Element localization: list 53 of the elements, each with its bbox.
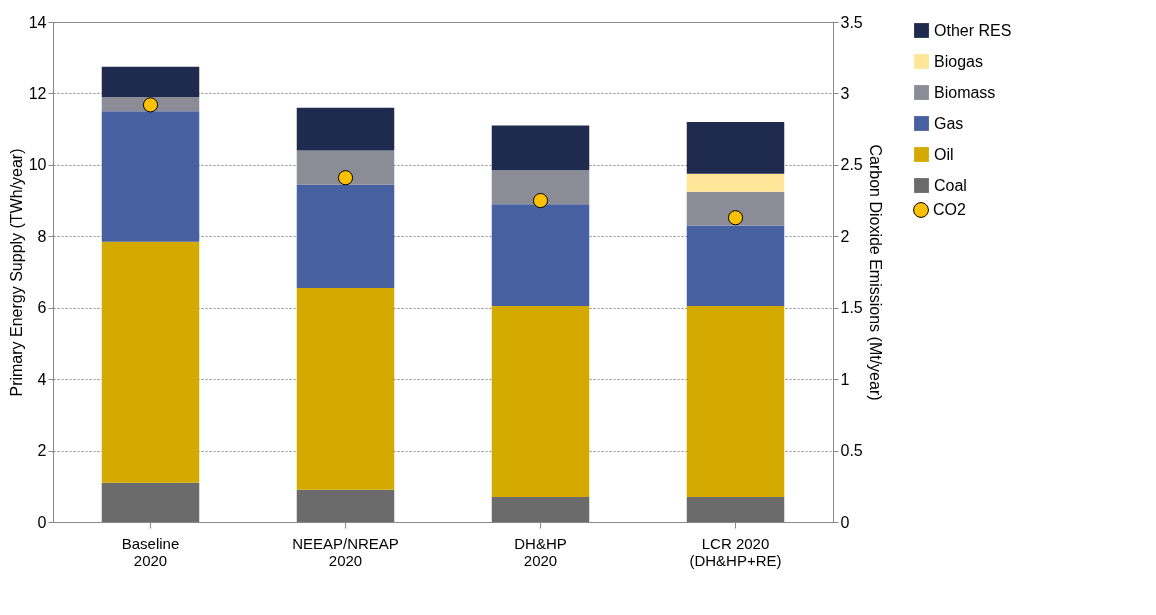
x-tick-label: LCR 2020 (DH&HP+RE): [689, 534, 782, 569]
bar: [686, 122, 785, 174]
bar: [686, 305, 785, 497]
x-tick-label: NEEAP/NREAP 2020: [292, 534, 399, 569]
bar: [296, 288, 395, 490]
bar: [686, 497, 785, 522]
x-tick-label: Baseline 2020: [121, 534, 180, 569]
bar: [101, 66, 200, 97]
bar: [296, 489, 395, 522]
point: [532, 193, 549, 209]
y2-axis-title: Carbon Dioxide Emissions (Mt/year): [866, 144, 884, 401]
bar: [686, 191, 785, 226]
y2-tick-label: 3.5: [840, 13, 863, 31]
bar: [296, 150, 395, 185]
legend-label: Biogas: [934, 52, 983, 70]
y-tick-label: 10: [28, 156, 47, 174]
y2-tick-label: 0: [840, 513, 850, 531]
legend-label: Oil: [934, 145, 954, 163]
bar: [686, 225, 785, 306]
y-tick-label: 14: [28, 13, 47, 31]
x-tick-label: DH&HP 2020: [514, 534, 567, 569]
y-tick-label: 8: [37, 227, 47, 245]
legend-label: Other RES: [934, 21, 1012, 39]
y2-tick-label: 1: [840, 370, 850, 388]
bar: [101, 241, 200, 483]
y-axis-title: Primary Energy Supply (TWh/year): [7, 148, 25, 397]
y-tick-label: 4: [37, 370, 47, 388]
y2-tick-label: 2.5: [840, 156, 863, 174]
y2-tick-label: 3: [840, 84, 850, 102]
y2-tick-label: 0.5: [840, 442, 863, 460]
bar: [101, 111, 200, 242]
y2-tick-label: 1.5: [840, 299, 863, 317]
bar: [101, 482, 200, 522]
y-tick-label: 12: [28, 84, 47, 102]
bar: [491, 204, 590, 306]
legend-label: CO2: [933, 201, 966, 218]
point: [337, 170, 354, 186]
bar: [296, 184, 395, 289]
bar: [296, 107, 395, 151]
bar: [491, 305, 590, 497]
legend-label: Coal: [934, 176, 967, 194]
bar: [491, 170, 590, 205]
y-tick-label: 6: [37, 299, 47, 317]
legend-label: Biomass: [934, 83, 996, 101]
bar: [491, 125, 590, 171]
y-tick-label: 2: [37, 442, 47, 460]
y2-tick-label: 2: [840, 227, 850, 245]
legend-label: Gas: [934, 114, 964, 132]
bar: [491, 497, 590, 522]
y-tick-label: 0: [37, 513, 47, 531]
point: [727, 210, 744, 226]
bar: [686, 173, 785, 192]
point: [142, 97, 159, 113]
